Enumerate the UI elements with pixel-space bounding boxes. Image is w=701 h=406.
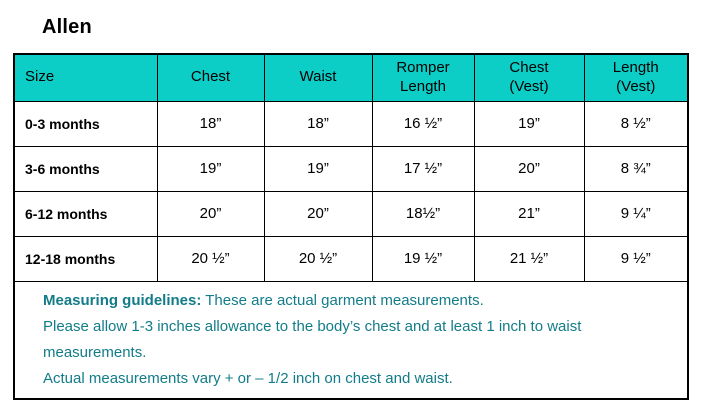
page-title: Allen (42, 16, 92, 38)
measurement-cell: 17 ½” (371, 145, 475, 192)
measurement-cell: 19” (156, 145, 265, 192)
guidelines-text: These are actual garment measurements. (205, 291, 484, 309)
measurement-cell: 20 ½” (156, 235, 265, 282)
measurement-cell: 9 ½” (583, 235, 689, 282)
guidelines-line-2: Please allow 1-3 inches allowance to the… (43, 317, 582, 361)
size-label: 6-12 months (13, 190, 158, 237)
column-header-label: Waist (299, 68, 337, 86)
measurement-cell: 18” (156, 100, 265, 147)
measurement-cell: 20 ½” (263, 235, 373, 282)
table-row: 12-18 months 20 ½” 20 ½” 19 ½” 21 ½” 9 ½… (13, 235, 689, 282)
guidelines-line-1: Measuring guidelines: These are actual g… (43, 288, 675, 314)
measurement-cell: 21” (473, 190, 585, 237)
size-label: 12-18 months (13, 235, 158, 282)
column-header-waist: Waist (263, 53, 373, 102)
table-row: 6-12 months 20” 20” 18½” 21” 9 ¼” (13, 190, 689, 237)
column-header-romper-length: Romper Length (371, 53, 475, 102)
measurement-cell: 18½” (371, 190, 475, 237)
column-header-chest-vest: Chest (Vest) (473, 53, 585, 102)
measurement-cell: 20” (473, 145, 585, 192)
measurement-cell: 8 ¾” (583, 145, 689, 192)
measuring-guidelines-section: Measuring guidelines: These are actual g… (13, 280, 689, 399)
measurement-cell: 20” (156, 190, 265, 237)
size-label: 0-3 months (13, 100, 158, 147)
measurement-cell: 19” (473, 100, 585, 147)
measurement-cell: 19” (263, 145, 373, 192)
column-header-length-vest: Length (Vest) (583, 53, 689, 102)
column-header-label: Chest (Vest) (509, 59, 549, 95)
measurement-cell: 16 ½” (371, 100, 475, 147)
measurement-cell: 19 ½” (371, 235, 475, 282)
measurement-cell: 20” (263, 190, 373, 237)
measurement-cell: 18” (263, 100, 373, 147)
measurement-cell: 9 ¼” (583, 190, 689, 237)
measurement-cell: 8 ½” (583, 100, 689, 147)
guidelines-line-3: Actual measurements vary + or – 1/2 inch… (43, 369, 453, 387)
size-chart-table: Size Chest Waist Romper Length Chest (Ve… (13, 53, 689, 400)
table-row: 3-6 months 19” 19” 17 ½” 20” 8 ¾” (13, 145, 689, 192)
column-header-label: Romper Length (396, 59, 450, 95)
header-row: Size Chest Waist Romper Length Chest (Ve… (13, 53, 689, 102)
guidelines-label: Measuring guidelines: (43, 291, 202, 309)
column-header-label: Chest (190, 68, 231, 86)
table-row: 0-3 months 18” 18” 16 ½” 19” 8 ½” (13, 100, 689, 147)
column-header-label: Length (Vest) (612, 59, 659, 95)
size-label: 3-6 months (13, 145, 158, 192)
column-header-label: Size (25, 68, 55, 86)
column-header-size: Size (13, 53, 158, 102)
measurement-cell: 21 ½” (473, 235, 585, 282)
column-header-chest: Chest (156, 53, 265, 102)
guidelines-row: Measuring guidelines: These are actual g… (13, 280, 689, 399)
